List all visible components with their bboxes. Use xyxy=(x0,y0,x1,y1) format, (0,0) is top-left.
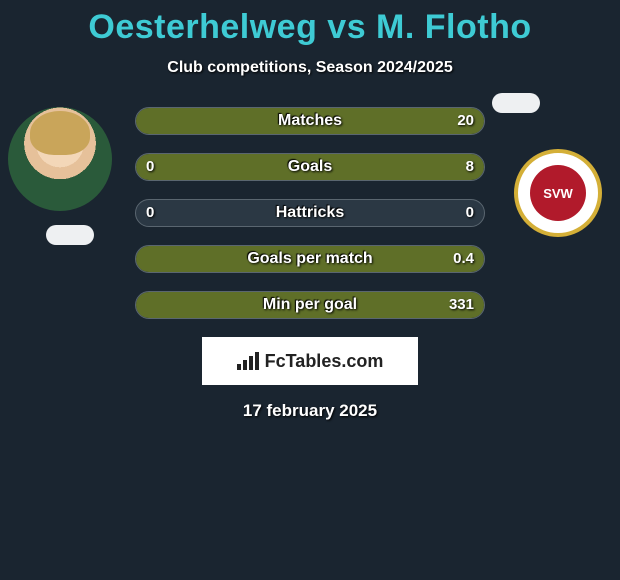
stat-value-right: 331 xyxy=(449,292,474,318)
stat-row-matches: Matches 20 xyxy=(135,107,485,135)
stat-label: Goals per match xyxy=(136,246,484,272)
stat-label: Matches xyxy=(136,108,484,134)
brand-box[interactable]: FcTables.com xyxy=(202,337,418,385)
stat-value-right: 0.4 xyxy=(453,246,474,272)
stat-label: Hattricks xyxy=(136,200,484,226)
brand-text: FcTables.com xyxy=(265,351,384,372)
stat-row-goals: 0 Goals 8 xyxy=(135,153,485,181)
stat-row-hattricks: 0 Hattricks 0 xyxy=(135,199,485,227)
stat-value-right: 20 xyxy=(457,108,474,134)
player-left-avatar xyxy=(8,107,112,211)
comparison-content: SVW Matches 20 0 Goals 8 0 Hattricks 0 G… xyxy=(0,107,620,421)
comparison-title: Oesterhelweg vs M. Flotho xyxy=(0,0,620,47)
crest-letters: SVW xyxy=(543,187,573,200)
comparison-date: 17 february 2025 xyxy=(0,401,620,421)
stat-label: Goals xyxy=(136,154,484,180)
player-right-flag xyxy=(492,93,540,113)
stat-row-min-per-goal: Min per goal 331 xyxy=(135,291,485,319)
crest-inner: SVW xyxy=(530,165,586,221)
stat-value-right: 0 xyxy=(466,200,474,226)
avatar-hair xyxy=(30,111,90,155)
stat-row-goals-per-match: Goals per match 0.4 xyxy=(135,245,485,273)
stat-label: Min per goal xyxy=(136,292,484,318)
player-left-flag xyxy=(46,225,94,245)
player-right-crest: SVW xyxy=(514,149,602,237)
comparison-subtitle: Club competitions, Season 2024/2025 xyxy=(0,59,620,77)
stat-rows: Matches 20 0 Goals 8 0 Hattricks 0 Goals… xyxy=(135,107,485,319)
stat-value-right: 8 xyxy=(466,154,474,180)
chart-icon xyxy=(237,352,259,370)
